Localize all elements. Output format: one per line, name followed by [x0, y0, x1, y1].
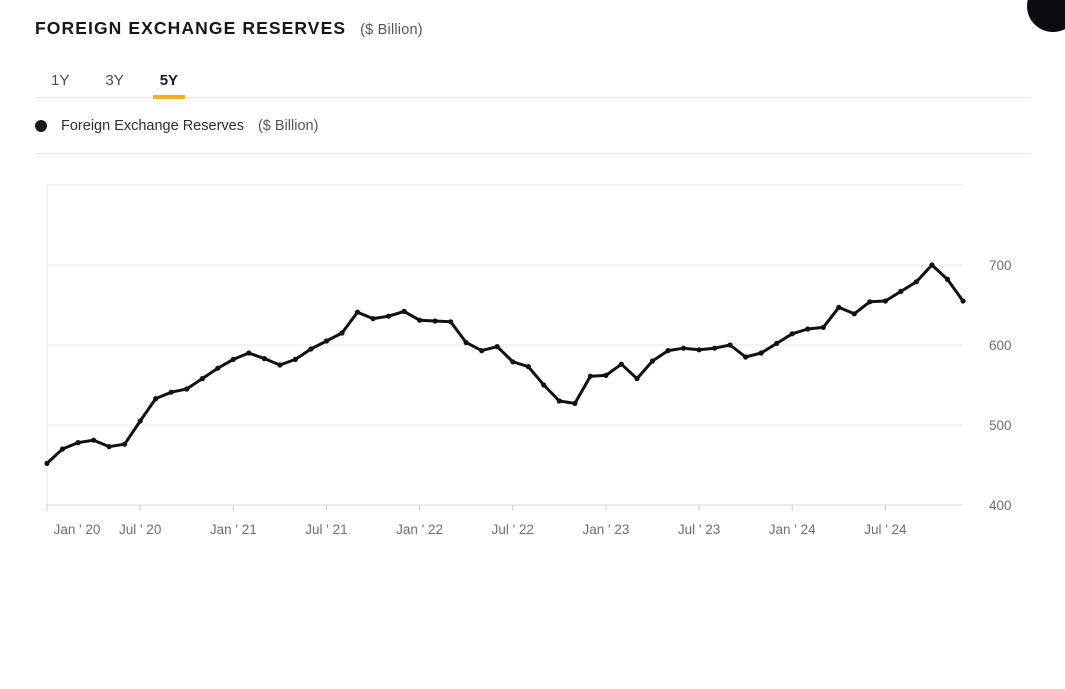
data-point[interactable] — [168, 389, 174, 395]
data-point[interactable] — [308, 346, 314, 352]
x-axis-label: Jul ' 23 — [678, 522, 720, 537]
data-point[interactable] — [774, 340, 780, 346]
data-point[interactable] — [215, 365, 221, 371]
data-point[interactable] — [820, 324, 826, 330]
legend-series-label[interactable]: Foreign Exchange Reserves — [61, 118, 244, 134]
data-point[interactable] — [556, 398, 562, 404]
x-axis-label: Jul ' 24 — [864, 522, 907, 537]
data-point[interactable] — [463, 340, 469, 346]
x-axis-label: Jan ' 24 — [769, 522, 816, 537]
data-point[interactable] — [417, 317, 423, 323]
data-point[interactable] — [261, 356, 267, 362]
data-point[interactable] — [137, 418, 143, 424]
data-point[interactable] — [448, 319, 454, 325]
data-point[interactable] — [323, 338, 330, 344]
data-point[interactable] — [898, 288, 904, 294]
data-point[interactable] — [432, 318, 438, 324]
tab-5y[interactable]: 5Y — [152, 72, 186, 99]
page-title-unit: ($ Billion) — [360, 22, 423, 38]
data-point[interactable] — [913, 279, 920, 285]
data-point[interactable] — [680, 345, 687, 351]
data-point[interactable] — [603, 372, 609, 378]
page-header: FOREIGN EXCHANGE RESERVES ($ Billion) — [35, 18, 423, 39]
x-axis-label: Jul ' 22 — [492, 522, 534, 537]
data-point[interactable] — [743, 354, 749, 360]
series-line — [45, 263, 965, 465]
x-axis-label: Jan ' 20 — [54, 522, 101, 537]
data-point[interactable] — [44, 460, 50, 466]
data-point[interactable] — [758, 350, 764, 356]
data-point[interactable] — [91, 437, 97, 443]
data-point[interactable] — [712, 345, 718, 351]
data-point[interactable] — [960, 298, 966, 304]
data-point[interactable] — [370, 316, 376, 322]
data-point[interactable] — [230, 356, 236, 362]
data-point[interactable] — [649, 358, 656, 364]
data-point[interactable] — [386, 313, 392, 319]
y-axis-label: 500 — [989, 418, 1012, 433]
data-point[interactable] — [199, 376, 205, 382]
data-point[interactable] — [479, 348, 485, 354]
data-point[interactable] — [354, 309, 361, 315]
data-point[interactable] — [805, 326, 811, 332]
data-point[interactable] — [634, 376, 640, 382]
data-point[interactable] — [401, 308, 407, 314]
y-axis-label: 700 — [989, 258, 1012, 273]
data-point[interactable] — [153, 396, 159, 402]
data-point[interactable] — [122, 441, 128, 447]
data-point[interactable] — [929, 262, 935, 268]
data-point[interactable] — [277, 362, 283, 368]
x-axis-label: Jul ' 21 — [305, 522, 347, 537]
data-point[interactable] — [867, 299, 873, 305]
tab-3y[interactable]: 3Y — [105, 72, 124, 89]
y-axis-label: 400 — [989, 498, 1012, 513]
data-point[interactable] — [106, 444, 112, 450]
data-point[interactable] — [882, 298, 889, 304]
data-point[interactable] — [184, 386, 190, 392]
data-point[interactable] — [75, 440, 81, 446]
data-point[interactable] — [618, 361, 625, 367]
legend-series-unit: ($ Billion) — [257, 118, 319, 134]
data-point[interactable] — [525, 364, 531, 370]
data-point[interactable] — [665, 348, 671, 354]
data-point[interactable] — [727, 342, 733, 348]
y-axis-label: 600 — [989, 338, 1012, 353]
data-point[interactable] — [851, 311, 857, 317]
x-axis-label: Jul ' 20 — [119, 522, 161, 537]
x-axis-label: Jan ' 21 — [210, 522, 257, 537]
data-point[interactable] — [339, 330, 345, 336]
data-point[interactable] — [541, 382, 547, 388]
data-point[interactable] — [696, 347, 702, 353]
legend: Foreign Exchange Reserves ($ Billion) — [35, 99, 1031, 154]
data-point[interactable] — [572, 400, 578, 406]
legend-series-dot-icon — [35, 120, 47, 132]
data-point[interactable] — [587, 373, 594, 379]
x-axis-label: Jan ' 22 — [396, 522, 443, 537]
data-point[interactable] — [944, 276, 951, 282]
data-point[interactable] — [836, 304, 842, 310]
data-point[interactable] — [494, 344, 500, 350]
data-point[interactable] — [246, 350, 252, 356]
data-point[interactable] — [59, 446, 66, 452]
tab-1y[interactable]: 1Y — [51, 72, 70, 89]
range-tabs: 1Y 3Y 5Y — [35, 70, 1031, 99]
data-point[interactable] — [292, 356, 298, 362]
data-point[interactable] — [789, 331, 795, 337]
data-point[interactable] — [510, 359, 516, 365]
x-axis-label: Jan ' 23 — [582, 522, 629, 537]
page-title: FOREIGN EXCHANGE RESERVES — [35, 18, 347, 38]
